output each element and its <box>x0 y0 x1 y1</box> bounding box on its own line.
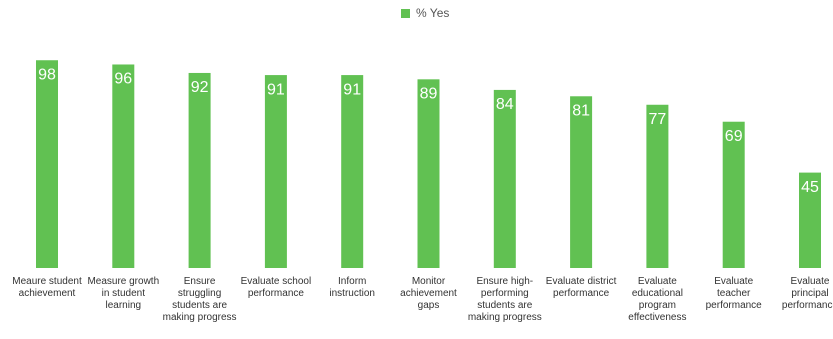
bar <box>646 104 669 268</box>
x-tick-label: Evaluate educational program effectivene… <box>628 276 687 323</box>
data-label: 91 <box>343 81 361 98</box>
x-tick-label: Evaluate district performance <box>545 276 617 299</box>
x-tick-label: Ensure high-performing students are maki… <box>467 276 542 323</box>
bar <box>722 121 745 268</box>
data-label: 98 <box>38 66 56 83</box>
legend-label: % Yes <box>416 6 449 20</box>
bar <box>493 89 516 268</box>
data-label: 89 <box>420 86 438 103</box>
bar <box>112 64 135 268</box>
bar <box>417 79 440 268</box>
x-tick-label: Evaluate school performance <box>240 276 312 299</box>
x-tick-label: Ensure struggling students are making pr… <box>162 276 237 323</box>
x-tick-label: Evaluate principal performance <box>781 276 833 311</box>
x-tick-label: Monitor achievement gaps <box>400 276 457 311</box>
x-tick-label: Meaure student achievement <box>12 276 82 299</box>
data-label: 96 <box>114 71 132 88</box>
legend-swatch <box>401 9 410 18</box>
bar <box>799 172 821 268</box>
bar <box>341 75 364 268</box>
x-tick-label: Evaluate teacher performance <box>705 276 762 311</box>
x-tick-label: Measure growth in student learning <box>87 276 160 311</box>
bar <box>188 72 211 269</box>
x-tick-label: Inform instruction <box>329 276 375 299</box>
data-label: 84 <box>496 96 514 113</box>
data-label: 69 <box>725 128 743 145</box>
bar <box>570 96 593 268</box>
data-label: 77 <box>649 111 667 128</box>
data-label: 92 <box>191 79 209 96</box>
data-label: 45 <box>801 179 819 196</box>
data-label: 81 <box>572 102 590 119</box>
data-label: 91 <box>267 81 285 98</box>
bar <box>36 60 58 268</box>
bar <box>264 75 287 268</box>
